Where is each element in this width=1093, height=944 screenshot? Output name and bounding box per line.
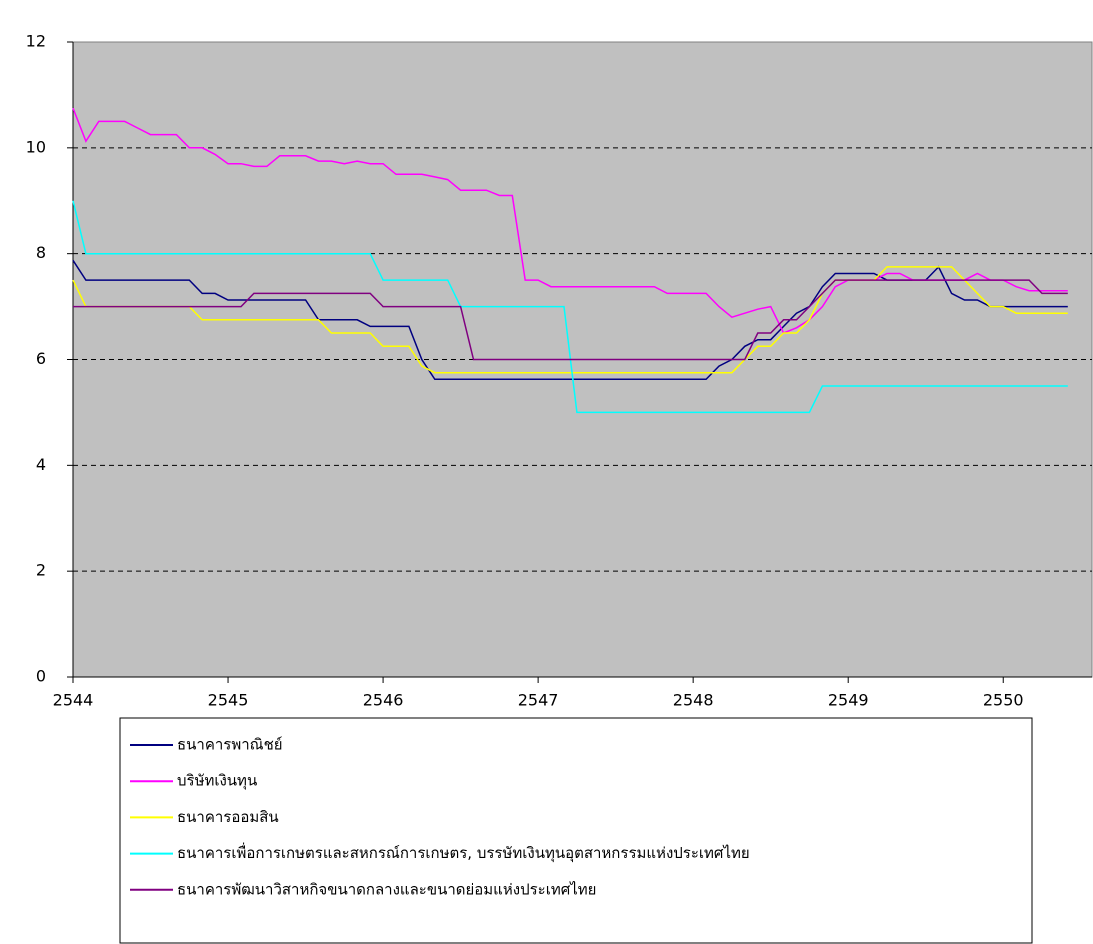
legend-label: ธนาคารเพื่อการเกษตรและสหกรณ์การเกษตร, บร…: [177, 842, 750, 863]
y-tick-label: 10: [26, 137, 46, 156]
y-tick-label: 2: [36, 561, 46, 580]
y-tick-label: 0: [36, 667, 46, 686]
x-tick-label: 2544: [53, 691, 94, 710]
x-tick-label: 2545: [208, 691, 249, 710]
x-tick-label: 2550: [983, 691, 1024, 710]
x-tick-label: 2546: [363, 691, 404, 710]
legend-label: ธนาคารพาณิชย์: [177, 736, 283, 754]
legend-label: ธนาคารออมสิน: [177, 808, 279, 826]
chart: 0 2 4 6 8 10 12 2544 2545 2546 2547 2548 2549 2550 ธนา…: [0, 0, 1093, 944]
y-tick-label: 4: [36, 455, 46, 474]
y-tick-label: 8: [36, 243, 46, 262]
legend-label: บริษัทเงินทุน: [177, 772, 257, 791]
x-tick-label: 2547: [518, 691, 559, 710]
x-tick-label: 2549: [828, 691, 869, 710]
y-tick-label: 12: [26, 32, 46, 51]
y-tick-label: 6: [36, 349, 46, 368]
x-tick-label: 2548: [673, 691, 714, 710]
legend-label: ธนาคารพัฒนาวิสาหกิจขนาดกลางและขนาดย่อมแห…: [177, 880, 596, 898]
